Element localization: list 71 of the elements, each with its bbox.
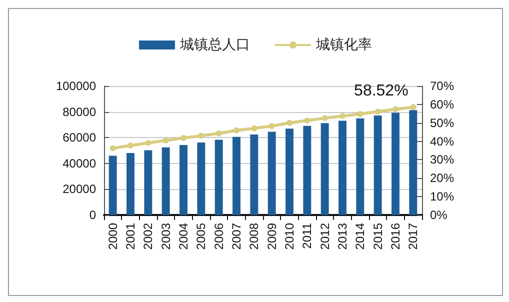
y2-tick-label: 50% (430, 116, 454, 130)
x-tick-label: 2011 (300, 222, 314, 249)
point (180, 134, 186, 141)
x-tick-label: 2010 (282, 222, 296, 250)
x-tick-label: 2000 (106, 222, 120, 250)
bar (268, 132, 276, 215)
x-tick-label: 2013 (336, 222, 350, 250)
point (198, 132, 204, 139)
bar (232, 136, 240, 215)
point (322, 115, 328, 122)
bar (197, 142, 206, 215)
y2-tick-label: 0% (430, 208, 448, 222)
point (340, 113, 346, 120)
y2-tick-label: 60% (430, 97, 454, 112)
point (392, 106, 398, 112)
y2-tick-label: 40% (430, 134, 454, 148)
bar (126, 152, 134, 215)
x-tick-label: 2014 (353, 222, 368, 250)
y2-tick-label: 10% (430, 190, 454, 204)
y-tick-label: 80000 (62, 104, 96, 119)
point (268, 122, 275, 129)
bar (409, 110, 418, 215)
y2-tick-label: 70% (430, 79, 454, 93)
y-tick-label: 20000 (62, 182, 96, 196)
x-tick-label: 2003 (158, 222, 173, 250)
point (234, 127, 240, 134)
x-tick-label: 2005 (194, 222, 208, 250)
x-tick-label: 2015 (370, 222, 385, 250)
x-tick-label: 2017 (406, 222, 420, 250)
point (304, 117, 310, 124)
x-tick-label: 2007 (230, 222, 244, 250)
x-tick-label: 2004 (176, 222, 190, 250)
y2-tick-label: 20% (430, 171, 454, 186)
x-tick-label: 2008 (247, 222, 262, 250)
point (410, 104, 416, 110)
point (145, 140, 152, 146)
y-tick-label: 40000 (62, 156, 96, 170)
bar (180, 144, 188, 215)
bar (374, 116, 382, 215)
legend-label: 城镇总人口 (179, 37, 250, 53)
y2-tick-label: 30% (430, 152, 454, 167)
point (251, 125, 258, 132)
point (216, 130, 222, 136)
x-tick-label: 2001 (124, 222, 138, 250)
y-tick-label: 100000 (56, 79, 96, 93)
x-tick-label: 2009 (264, 222, 279, 250)
point (286, 120, 292, 126)
x-tick-label: 2016 (388, 222, 402, 250)
bar (303, 126, 312, 215)
bar (214, 140, 223, 215)
y-tick-label: 60000 (62, 130, 96, 145)
bar (108, 156, 117, 215)
bar (250, 134, 258, 215)
x-tick-label: 2012 (318, 222, 332, 250)
bar (392, 112, 400, 215)
y-tick-label: 0 (89, 208, 96, 222)
x-tick-label: 2006 (212, 222, 226, 250)
point (110, 145, 116, 152)
point (374, 108, 381, 115)
x-tick-label: 2002 (141, 222, 156, 250)
point (357, 111, 364, 118)
bar (286, 128, 294, 215)
point (128, 142, 134, 149)
bar (338, 120, 346, 215)
bar (320, 123, 329, 215)
bar (356, 118, 364, 215)
bar (144, 150, 152, 215)
point (162, 137, 169, 144)
bar (162, 147, 170, 215)
legend-label: 城镇化率 (315, 37, 372, 53)
data-label: 58.52% (354, 82, 408, 100)
